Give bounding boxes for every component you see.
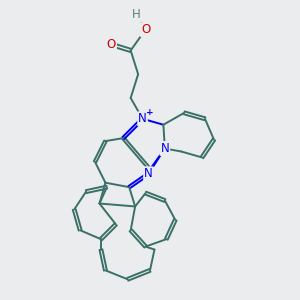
- Text: O: O: [141, 23, 150, 36]
- Text: N: N: [160, 142, 169, 155]
- Text: N: N: [138, 112, 147, 125]
- Text: N: N: [144, 167, 153, 180]
- Text: +: +: [146, 108, 154, 117]
- Text: H: H: [132, 8, 141, 21]
- Text: O: O: [107, 38, 116, 51]
